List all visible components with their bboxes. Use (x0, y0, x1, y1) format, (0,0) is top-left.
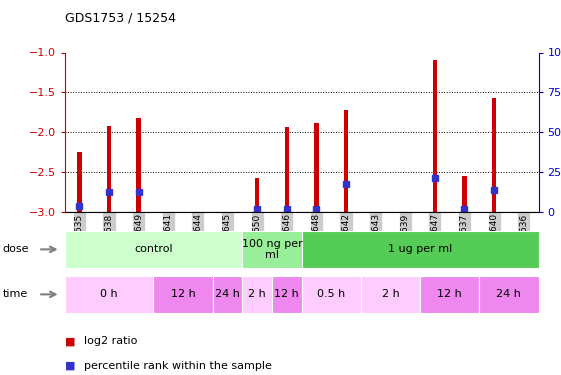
Bar (314, 123, 319, 212)
Text: 0 h: 0 h (100, 290, 118, 299)
Bar (255, 178, 259, 212)
Text: 12 h: 12 h (171, 290, 195, 299)
Bar (479, 276, 539, 313)
Text: 100 ng per
ml: 100 ng per ml (242, 238, 302, 260)
Text: log2 ratio: log2 ratio (84, 336, 137, 346)
Text: 1 ug per ml: 1 ug per ml (388, 244, 452, 254)
Bar (136, 118, 141, 212)
Text: time: time (3, 290, 28, 299)
Text: 2 h: 2 h (381, 290, 399, 299)
Text: 24 h: 24 h (496, 290, 521, 299)
Text: GDS1753 / 15254: GDS1753 / 15254 (65, 11, 176, 24)
Bar (213, 276, 242, 313)
Text: 24 h: 24 h (215, 290, 240, 299)
Text: control: control (134, 244, 173, 254)
Text: percentile rank within the sample: percentile rank within the sample (84, 361, 272, 370)
Text: 12 h: 12 h (274, 290, 299, 299)
Bar (65, 276, 153, 313)
Text: 12 h: 12 h (438, 290, 462, 299)
Bar (77, 152, 81, 212)
Bar (107, 126, 111, 212)
Text: 2 h: 2 h (248, 290, 266, 299)
Bar (492, 98, 496, 212)
Bar (301, 276, 361, 313)
Bar (462, 176, 467, 212)
Bar (433, 60, 437, 212)
Text: ■: ■ (65, 361, 75, 370)
Bar (284, 127, 289, 212)
Bar (301, 231, 539, 268)
Text: ■: ■ (65, 336, 75, 346)
Bar (344, 110, 348, 212)
Text: 0.5 h: 0.5 h (317, 290, 345, 299)
Text: dose: dose (3, 244, 29, 254)
Bar (420, 276, 479, 313)
Bar (242, 231, 301, 268)
Bar (65, 231, 242, 268)
Bar (153, 276, 213, 313)
Bar (272, 276, 301, 313)
Bar (361, 276, 420, 313)
Bar (242, 276, 272, 313)
